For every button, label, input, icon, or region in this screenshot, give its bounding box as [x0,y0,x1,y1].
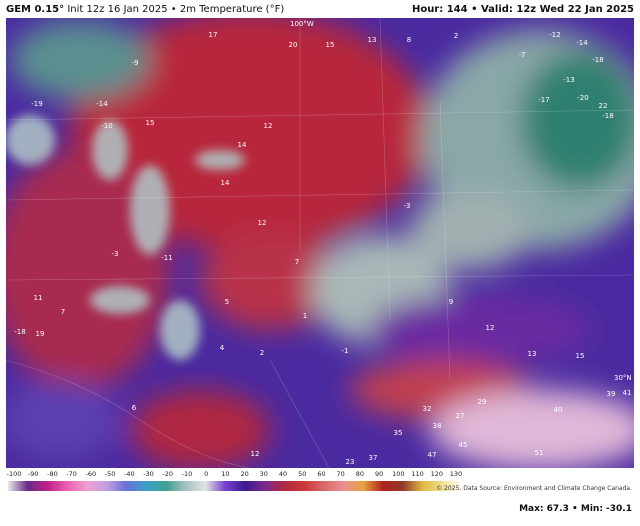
latitude-label: 30°N [614,374,632,382]
map-value: 32 [423,405,432,413]
colorbar-tick-label: 100 [392,470,404,478]
map-value: -12 [549,31,560,39]
map-value: -3 [404,202,411,210]
colorbar-tick-label: 70 [337,470,345,478]
colorbar-tick-label: -70 [66,470,77,478]
map-value: 12 [486,324,495,332]
map-value: 47 [428,451,437,459]
colorbar-tick-label: 80 [356,470,364,478]
map-value: 29 [478,398,487,406]
colorbar-tick-label: -30 [143,470,154,478]
colorbar-tick-label: 40 [279,470,287,478]
colorbar-tick-label: 0 [204,470,208,478]
max-min: Max: 67.3 • Min: -30.1 [519,504,632,514]
map-value: 2 [454,32,458,40]
map-value: 37 [369,454,378,462]
map-value: 1 [303,312,307,320]
map-value: 7 [61,308,65,316]
map-value: -9 [132,59,139,67]
valid-time: Hour: 144 • Valid: 12z Wed 22 Jan 2025 [411,4,634,15]
colorbar-tick-label: 30 [260,470,268,478]
colorbar-tick-label: -50 [105,470,116,478]
colorbar-tick-label: -60 [86,470,97,478]
map-value: -11 [161,254,172,262]
map-value: 6 [132,404,137,412]
map-value: 41 [623,389,632,397]
map-value: 17 [209,31,218,39]
map-value: -19 [31,100,42,108]
map-value: 15 [576,352,585,360]
map-value: 51 [535,449,544,457]
map-value: -20 [577,94,588,102]
map-value: 22 [599,102,608,110]
longitude-label: 100°W [290,20,314,28]
map-value: -18 [602,112,613,120]
map-value: -14 [96,100,108,108]
header-left: GEM 0.15° Init 12z 16 Jan 2025 • 2m Temp… [6,4,284,15]
model-name: GEM 0.15° [6,4,65,15]
map-value: -1 [342,347,349,355]
map-value: 35 [394,429,403,437]
map-value: 5 [225,298,229,306]
copyright: © 2025. Data Source: Environment and Cli… [436,485,632,492]
map-value: -14 [576,39,588,47]
map-value: 13 [368,36,377,44]
colorbar-tick-label: -100 [7,470,22,478]
colorbar-tick-label: 50 [298,470,306,478]
map-value: 14 [221,179,230,187]
map-value: 19 [36,330,45,338]
map-value: -10 [101,122,112,130]
colorbar-tick-label: 10 [221,470,229,478]
colorbar-tick-label: 90 [375,470,383,478]
map-value: -3 [112,250,119,258]
colorbar [8,481,462,491]
map-value: 4 [220,344,225,352]
colorbar-tick-label: 20 [240,470,248,478]
map-value: 8 [407,36,411,44]
colorbar-tick-label: -80 [47,470,58,478]
map-value: 13 [528,350,537,358]
run-info: Init 12z 16 Jan 2025 • 2m Temperature (°… [67,4,285,15]
colorbar-tick-label: -10 [182,470,193,478]
map-value: 15 [326,41,335,49]
map-value: 12 [264,122,273,130]
map-value: 23 [346,458,355,466]
map-value: 38 [433,422,442,430]
map-value: 40 [554,406,563,414]
map-value: 14 [238,141,247,149]
colorbar-tick-label: 130 [450,470,462,478]
colorbar-tick-label: 120 [431,470,443,478]
map-value: 11 [34,294,43,302]
colorbar-tick-label: -40 [124,470,135,478]
map-value: -7 [519,51,526,59]
map-value: 15 [146,119,155,127]
map-value: -13 [563,76,574,84]
map-value: 12 [251,450,260,458]
map-value: 9 [449,298,453,306]
map-value: -17 [538,96,549,104]
map-value: -18 [14,328,25,336]
map-value: 27 [456,412,465,420]
map-value: 7 [295,258,299,266]
colorbar-tick-label: -20 [162,470,173,478]
colorbar-tick-label: 110 [411,470,423,478]
map-value: 39 [607,390,616,398]
colorbar-tick-label: 60 [317,470,325,478]
map-value: 45 [459,441,468,449]
map-value: 20 [289,41,298,49]
map-value: -18 [592,56,603,64]
map-value: 12 [258,219,267,227]
map-value: 2 [260,349,264,357]
colorbar-tick-label: -90 [28,470,39,478]
